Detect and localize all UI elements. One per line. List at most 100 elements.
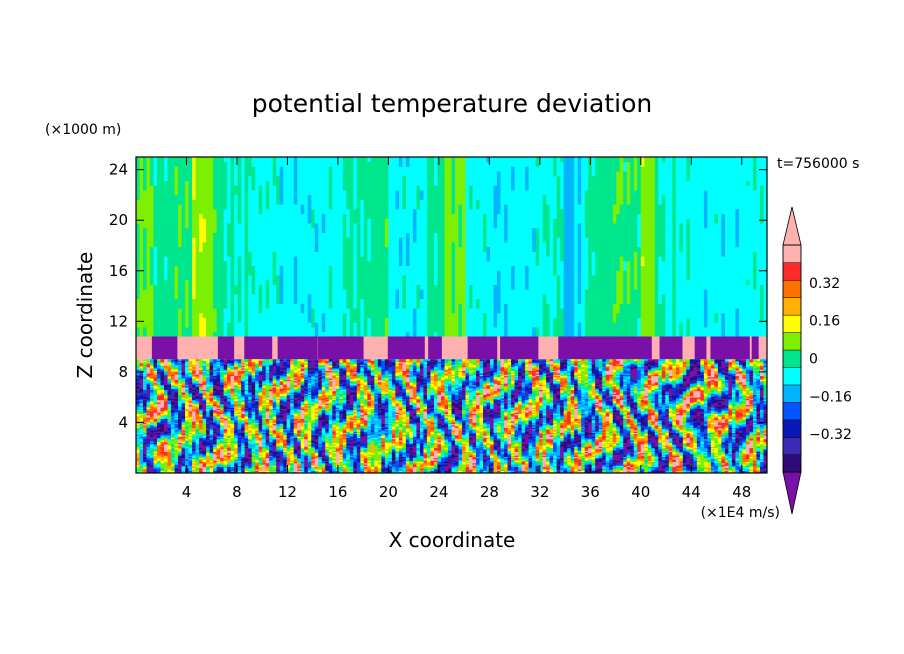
field-cell <box>213 242 217 247</box>
field-cell <box>224 242 228 247</box>
field-cell <box>308 242 312 247</box>
field-cell <box>297 181 301 186</box>
field-cell <box>273 308 277 313</box>
field-cell <box>304 171 308 176</box>
field-cell <box>315 157 319 162</box>
field-cell <box>248 251 252 256</box>
field-cell <box>273 332 277 337</box>
field-cell <box>308 247 312 252</box>
field-cell <box>269 256 273 261</box>
field-cell <box>283 251 287 256</box>
field-cell <box>280 204 284 209</box>
field-cell <box>143 266 147 271</box>
field-cell <box>203 251 207 256</box>
field-cell <box>171 303 175 308</box>
field-cell <box>318 195 322 200</box>
field-cell <box>238 332 242 337</box>
field-cell <box>164 195 168 200</box>
field-cell <box>185 209 189 214</box>
field-cell <box>325 322 329 327</box>
field-cell <box>287 294 291 299</box>
field-cell <box>255 256 259 261</box>
field-cell <box>171 209 175 214</box>
field-cell <box>245 218 249 223</box>
field-cell <box>290 266 294 271</box>
field-cell <box>220 285 224 290</box>
field-cell <box>182 256 186 261</box>
field-cell <box>238 237 242 242</box>
field-cell <box>164 251 168 256</box>
field-cell <box>315 270 319 275</box>
field-cell <box>283 200 287 205</box>
field-cell <box>280 176 284 181</box>
field-cell <box>290 195 294 200</box>
field-cell <box>154 303 158 308</box>
field-cell <box>154 181 158 186</box>
field-cell <box>220 280 224 285</box>
field-cell <box>206 251 210 256</box>
field-cell <box>252 294 256 299</box>
field-cell <box>322 280 326 285</box>
field-cell <box>262 294 266 299</box>
field-cell <box>210 162 214 167</box>
field-cell <box>252 308 256 313</box>
field-cell <box>224 233 228 238</box>
field-cell <box>280 162 284 167</box>
field-cell <box>227 289 231 294</box>
field-cell <box>273 190 277 195</box>
field-cell <box>185 299 189 304</box>
field-cell <box>154 270 158 275</box>
field-cell <box>182 332 186 337</box>
field-cell <box>322 285 326 290</box>
field-cell <box>140 256 144 261</box>
field-cell <box>308 322 312 327</box>
field-cell <box>213 195 217 200</box>
field-cell <box>301 275 305 280</box>
field-cell <box>147 275 151 280</box>
field-cell <box>262 280 266 285</box>
field-cell <box>224 332 228 337</box>
field-cell <box>308 218 312 223</box>
field-cell <box>308 313 312 318</box>
field-cell <box>168 171 172 176</box>
field-cell <box>304 322 308 327</box>
field-cell <box>311 256 315 261</box>
field-cell <box>227 251 231 256</box>
field-cell <box>294 322 298 327</box>
field-cell <box>301 322 305 327</box>
field-cell <box>192 209 196 214</box>
field-cell <box>168 299 172 304</box>
field-cell <box>227 185 231 190</box>
field-cell <box>143 327 147 332</box>
field-cell <box>311 313 315 318</box>
field-cell <box>304 318 308 323</box>
field-cell <box>206 166 210 171</box>
field-cell <box>245 294 249 299</box>
field-cell <box>206 313 210 318</box>
field-cell <box>206 280 210 285</box>
field-cell <box>238 242 242 247</box>
field-cell <box>168 209 172 214</box>
field-cell <box>304 332 308 337</box>
field-cell <box>234 261 238 266</box>
field-cell <box>157 299 161 304</box>
field-cell <box>189 299 193 304</box>
field-cell <box>273 200 277 205</box>
field-cell <box>227 308 231 313</box>
field-cell <box>252 233 256 238</box>
field-cell <box>290 285 294 290</box>
field-cell <box>269 294 273 299</box>
field-cell <box>325 303 329 308</box>
field-cell <box>168 204 172 209</box>
field-cell <box>273 162 277 167</box>
field-cell <box>245 322 249 327</box>
field-cell <box>171 200 175 205</box>
field-cell <box>178 318 182 323</box>
field-cell <box>308 209 312 214</box>
field-cell <box>143 185 147 190</box>
field-cell <box>252 266 256 271</box>
field-cell <box>248 294 252 299</box>
field-cell <box>161 270 165 275</box>
field-cell <box>287 318 291 323</box>
field-cell <box>192 190 196 195</box>
